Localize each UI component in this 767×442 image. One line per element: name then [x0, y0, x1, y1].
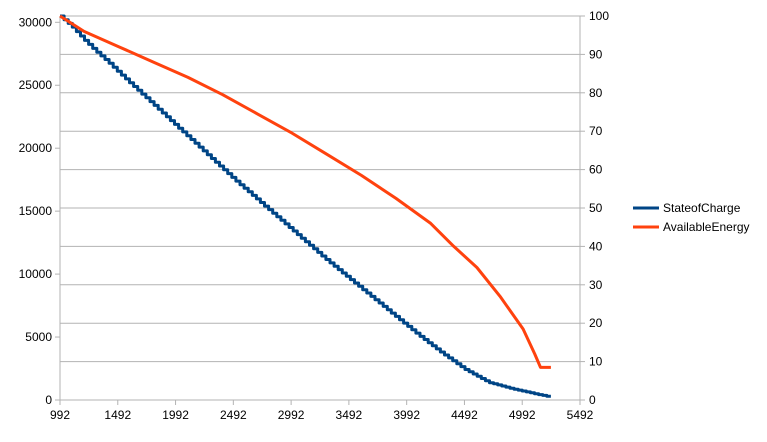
right-y-tick-label: 20 [589, 316, 603, 330]
x-tick-label: 4992 [509, 408, 536, 422]
legend: StateofCharge AvailableEnergy [633, 201, 750, 234]
right-y-tick-label: 10 [589, 355, 603, 369]
x-tick-label: 3992 [393, 408, 420, 422]
left-y-axis-ticks: 0 5000 10000 15000 20000 25000 30000 [19, 15, 60, 407]
right-y-axis-ticks: 0 10 20 30 40 50 60 70 80 90 100 [580, 9, 609, 407]
x-tick-label: 2992 [278, 408, 305, 422]
left-y-tick-label: 20000 [19, 141, 53, 155]
right-y-tick-label: 0 [589, 393, 596, 407]
legend-label-stateofcharge: StateofCharge [663, 201, 741, 215]
x-tick-label: 992 [50, 408, 70, 422]
left-y-tick-label: 25000 [19, 78, 53, 92]
x-tick-label: 1992 [162, 408, 189, 422]
right-y-tick-label: 40 [589, 239, 603, 253]
right-y-tick-label: 100 [589, 9, 609, 23]
x-tick-label: 2492 [220, 408, 247, 422]
left-y-tick-label: 5000 [25, 330, 52, 344]
axes [59, 16, 581, 404]
left-y-tick-label: 10000 [19, 267, 53, 281]
right-y-tick-label: 90 [589, 47, 603, 61]
right-y-tick-label: 80 [589, 86, 603, 100]
right-y-tick-label: 50 [589, 201, 603, 215]
series-lines [59, 14, 551, 398]
series-line-stateofcharge [60, 14, 551, 398]
gridlines [60, 15, 580, 401]
right-y-tick-label: 70 [589, 124, 603, 138]
right-y-tick-label: 30 [589, 278, 603, 292]
x-axis-ticks: 992 1492 1992 2492 2992 3492 3992 4492 4992 5492 [50, 400, 594, 422]
left-y-tick-label: 30000 [19, 15, 53, 29]
x-tick-label: 1492 [104, 408, 131, 422]
series-line-availableenergy [59, 14, 551, 369]
x-tick-label: 3492 [336, 408, 363, 422]
left-y-tick-label: 0 [45, 393, 52, 407]
x-tick-label: 4492 [451, 408, 478, 422]
legend-label-availableenergy: AvailableEnergy [663, 220, 750, 234]
left-y-tick-label: 15000 [19, 204, 53, 218]
x-tick-label: 5492 [567, 408, 594, 422]
right-y-tick-label: 60 [589, 163, 603, 177]
